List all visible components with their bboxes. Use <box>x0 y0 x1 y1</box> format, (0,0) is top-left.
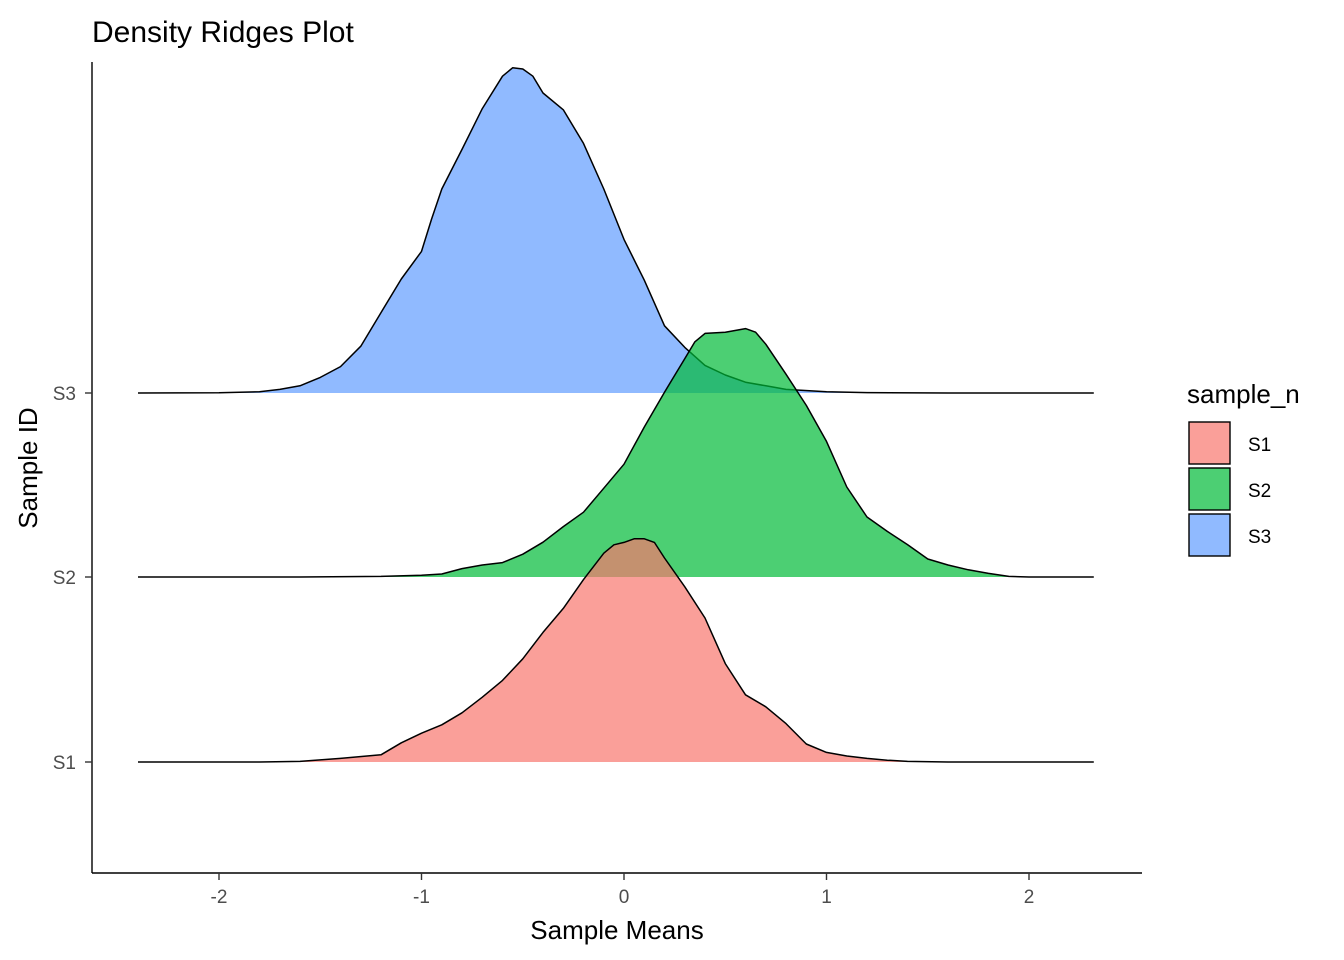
plot-area <box>137 67 1094 763</box>
legend-title: sample_n <box>1187 379 1300 409</box>
y-tick-label: S3 <box>53 384 76 405</box>
legend-key-s2 <box>1188 467 1231 511</box>
x-tick-label: -1 <box>413 887 430 908</box>
legend-key-s3 <box>1188 513 1231 557</box>
legend-label-s3: S3 <box>1248 527 1271 548</box>
x-axis-ticks: -2 -1 0 1 2 <box>211 873 1035 908</box>
x-tick-label: -2 <box>211 887 228 908</box>
ridge-fill-s1 <box>138 538 1094 762</box>
x-tick-label: 1 <box>821 887 832 908</box>
y-tick-label: S2 <box>53 568 76 589</box>
ridge-outline-s2 <box>138 327 1094 578</box>
y-axis-ticks: S1 S2 S3 <box>53 384 92 774</box>
ridge-outline-s1 <box>138 538 1094 763</box>
chart-title: Density Ridges Plot <box>92 16 354 49</box>
legend: sample_n S1 S2 S3 <box>1187 379 1300 557</box>
x-axis-title: Sample Means <box>530 915 703 945</box>
y-tick-label: S1 <box>53 753 76 774</box>
ridge-fill-s2 <box>138 328 1094 577</box>
legend-label-s1: S1 <box>1248 435 1271 456</box>
ridge-fill-s3 <box>138 67 1094 394</box>
y-axis-title: Sample ID <box>13 407 43 528</box>
x-tick-label: 2 <box>1024 887 1035 908</box>
x-tick-label: 0 <box>619 887 630 908</box>
legend-key-s1 <box>1188 421 1231 465</box>
legend-label-s2: S2 <box>1248 481 1271 502</box>
